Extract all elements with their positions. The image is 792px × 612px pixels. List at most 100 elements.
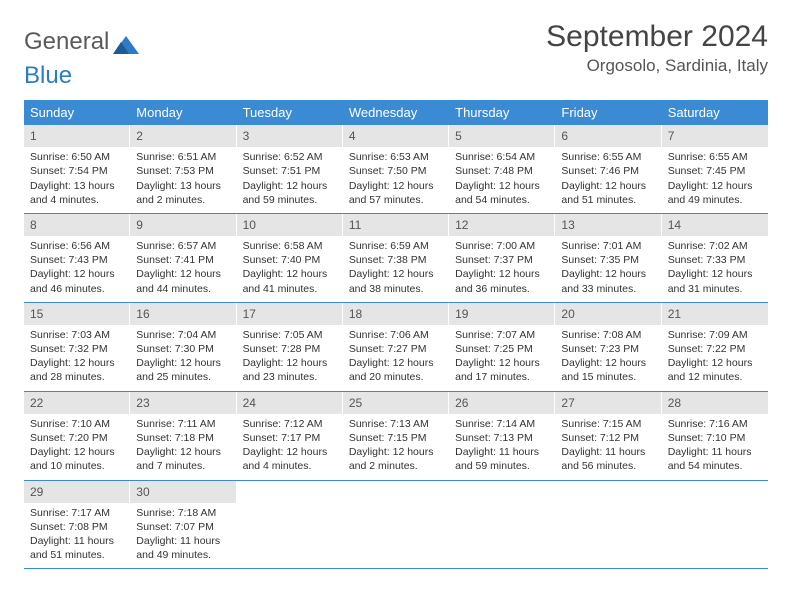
day-body: Sunrise: 7:15 AMSunset: 7:12 PMDaylight:… bbox=[555, 414, 661, 480]
sunset-text: Sunset: 7:54 PM bbox=[30, 164, 124, 178]
sunrise-text: Sunrise: 7:01 AM bbox=[561, 239, 655, 253]
logo-flag-icon bbox=[113, 33, 139, 51]
sunset-text: Sunset: 7:41 PM bbox=[136, 253, 230, 267]
day-cell: 22Sunrise: 7:10 AMSunset: 7:20 PMDayligh… bbox=[24, 392, 130, 480]
sunset-text: Sunset: 7:32 PM bbox=[30, 342, 124, 356]
week-row: 15 Sunrise: 7:03 AMSunset: 7:32 PM Dayligh… bbox=[24, 303, 768, 392]
day-body: Sunrise: 6:59 AMSunset: 7:38 PMDaylight:… bbox=[343, 236, 449, 302]
sunrise-text: Sunrise: 7:09 AM bbox=[668, 328, 762, 342]
day-cell: 14Sunrise: 7:02 AMSunset: 7:33 PMDayligh… bbox=[662, 214, 768, 302]
sunset-text: Sunset: 7:40 PM bbox=[243, 253, 337, 267]
day-cell: 13 Sunrise: 7:01 AMSunset: 7:35 PMDayligh… bbox=[555, 214, 661, 302]
day-body: Sunrise: 6:50 AMSunset: 7:54 PMDaylight:… bbox=[24, 147, 130, 213]
daylight-text: Daylight: 13 hours and 4 minutes. bbox=[30, 179, 124, 207]
day-body: Sunrise: 7:06 AMSunset: 7:27 PMDaylight:… bbox=[343, 325, 449, 391]
day-cell: 10Sunrise: 6:58 AMSunset: 7:40 PMDayligh… bbox=[237, 214, 343, 302]
day-header: Saturday bbox=[662, 100, 768, 125]
day-number: 13 bbox=[555, 214, 661, 236]
daylight-text: Daylight: 12 hours and 7 minutes. bbox=[136, 445, 230, 473]
day-cell: 25Sunrise: 7:13 AMSunset: 7:15 PMDayligh… bbox=[343, 392, 449, 480]
day-body: Sunrise: 7:02 AMSunset: 7:33 PMDaylight:… bbox=[662, 236, 768, 302]
day-number: 21 bbox=[662, 303, 768, 325]
day-body: Sunrise: 6:56 AMSunset: 7:43 PMDaylight:… bbox=[24, 236, 130, 302]
daylight-text: Daylight: 12 hours and 54 minutes. bbox=[455, 179, 549, 207]
day-body: Sunrise: 7:16 AMSunset: 7:10 PMDaylight:… bbox=[662, 414, 768, 480]
empty-day-cell bbox=[662, 481, 768, 569]
day-cell: 6Sunrise: 6:55 AMSunset: 7:46 PMDaylight… bbox=[555, 125, 661, 213]
sunset-text: Sunset: 7:23 PM bbox=[561, 342, 655, 356]
sunrise-text: Sunrise: 7:15 AM bbox=[561, 417, 655, 431]
day-header: Wednesday bbox=[343, 100, 449, 125]
daylight-text: Daylight: 12 hours and 15 minutes. bbox=[561, 356, 655, 384]
week-row: 1Sunrise: 6:50 AMSunset: 7:54 PMDaylight… bbox=[24, 125, 768, 214]
sunset-text: Sunset: 7:35 PM bbox=[561, 253, 655, 267]
logo: General bbox=[24, 28, 139, 56]
day-cell: 15Sunrise: 7:03 AMSunset: 7:32 PMDayligh… bbox=[24, 303, 130, 391]
sunset-text: Sunset: 7:15 PM bbox=[349, 431, 443, 445]
sunset-text: Sunset: 7:28 PM bbox=[243, 342, 337, 356]
day-cell: 11Sunrise: 6:59 AMSunset: 7:38 PMDayligh… bbox=[343, 214, 449, 302]
day-body: Sunrise: 6:58 AMSunset: 7:40 PMDaylight:… bbox=[237, 236, 343, 302]
day-cell: 26Sunrise: 7:14 AMSunset: 7:13 PMDayligh… bbox=[449, 392, 555, 480]
empty-day-cell bbox=[237, 481, 343, 569]
daylight-text: Daylight: 12 hours and 59 minutes. bbox=[243, 179, 337, 207]
sunrise-text: Sunrise: 6:57 AM bbox=[136, 239, 230, 253]
day-body: Sunrise: 7:14 AMSunset: 7:13 PMDaylight:… bbox=[449, 414, 555, 480]
daylight-text: Daylight: 12 hours and 2 minutes. bbox=[349, 445, 443, 473]
day-number: 15 bbox=[24, 303, 130, 325]
day-cell: 3Sunrise: 6:52 AMSunset: 7:51 PMDaylight… bbox=[237, 125, 343, 213]
day-number: 11 bbox=[343, 214, 449, 236]
day-body: Sunrise: 7:09 AMSunset: 7:22 PMDaylight:… bbox=[662, 325, 768, 391]
day-cell: 18Sunrise: 7:06 AMSunset: 7:27 PMDayligh… bbox=[343, 303, 449, 391]
day-header: Monday bbox=[130, 100, 236, 125]
day-body: Sunrise: 6:52 AMSunset: 7:51 PMDaylight:… bbox=[237, 147, 343, 213]
sunrise-text: Sunrise: 7:16 AM bbox=[668, 417, 762, 431]
sunset-text: Sunset: 7:22 PM bbox=[668, 342, 762, 356]
sunrise-text: Sunrise: 7:03 AM bbox=[30, 328, 124, 342]
sunset-text: Sunset: 7:53 PM bbox=[136, 164, 230, 178]
day-cell: 8Sunrise: 6:56 AMSunset: 7:43 PMDaylight… bbox=[24, 214, 130, 302]
day-number: 10 bbox=[237, 214, 343, 236]
day-cell: 29Sunrise: 7:17 AMSunset: 7:08 PMDayligh… bbox=[24, 481, 130, 569]
day-number: 17 bbox=[237, 303, 343, 325]
sunset-text: Sunset: 7:30 PM bbox=[136, 342, 230, 356]
day-body: Sunrise: 7:05 AMSunset: 7:28 PMDaylight:… bbox=[237, 325, 343, 391]
sunrise-text: Sunrise: 6:59 AM bbox=[349, 239, 443, 253]
day-number: 12 bbox=[449, 214, 555, 236]
day-number: 14 bbox=[662, 214, 768, 236]
daylight-text: Daylight: 12 hours and 33 minutes. bbox=[561, 267, 655, 295]
sunset-text: Sunset: 7:18 PM bbox=[136, 431, 230, 445]
day-cell: 4Sunrise: 6:53 AMSunset: 7:50 PMDaylight… bbox=[343, 125, 449, 213]
day-cell: 2Sunrise: 6:51 AMSunset: 7:53 PMDaylight… bbox=[130, 125, 236, 213]
day-cell: 7Sunrise: 6:55 AMSunset: 7:45 PMDaylight… bbox=[662, 125, 768, 213]
day-number: 30 bbox=[130, 481, 236, 503]
sunrise-text: Sunrise: 7:04 AM bbox=[136, 328, 230, 342]
day-body: Sunrise: 7:10 AMSunset: 7:20 PMDaylight:… bbox=[24, 414, 130, 480]
week-row: 8Sunrise: 6:56 AMSunset: 7:43 PMDaylight… bbox=[24, 214, 768, 303]
title-block: September 2024 Orgosolo, Sardinia, Italy bbox=[546, 20, 768, 82]
daylight-text: Daylight: 12 hours and 44 minutes. bbox=[136, 267, 230, 295]
day-number: 1 bbox=[24, 125, 130, 147]
page-title: September 2024 bbox=[546, 20, 768, 54]
daylight-text: Daylight: 12 hours and 4 minutes. bbox=[243, 445, 337, 473]
sunset-text: Sunset: 7:10 PM bbox=[668, 431, 762, 445]
day-body: Sunrise: 7:07 AMSunset: 7:25 PMDaylight:… bbox=[449, 325, 555, 391]
day-number: 27 bbox=[555, 392, 661, 414]
day-cell: 28Sunrise: 7:16 AMSunset: 7:10 PMDayligh… bbox=[662, 392, 768, 480]
sunrise-text: Sunrise: 6:51 AM bbox=[136, 150, 230, 164]
day-cell: 24Sunrise: 7:12 AMSunset: 7:17 PMDayligh… bbox=[237, 392, 343, 480]
sunset-text: Sunset: 7:46 PM bbox=[561, 164, 655, 178]
day-cell: 5Sunrise: 6:54 AMSunset: 7:48 PMDaylight… bbox=[449, 125, 555, 213]
day-body: Sunrise: 6:55 AMSunset: 7:46 PMDaylight:… bbox=[555, 147, 661, 213]
sunrise-text: Sunrise: 7:00 AM bbox=[455, 239, 549, 253]
sunset-text: Sunset: 7:20 PM bbox=[30, 431, 124, 445]
day-number: 9 bbox=[130, 214, 236, 236]
daylight-text: Daylight: 12 hours and 10 minutes. bbox=[30, 445, 124, 473]
day-body: Sunrise: 7:18 AMSunset: 7:07 PMDaylight:… bbox=[130, 503, 236, 569]
daylight-text: Daylight: 12 hours and 20 minutes. bbox=[349, 356, 443, 384]
day-cell: 27Sunrise: 7:15 AMSunset: 7:12 PMDayligh… bbox=[555, 392, 661, 480]
day-cell: 20Sunrise: 7:08 AMSunset: 7:23 PMDayligh… bbox=[555, 303, 661, 391]
daylight-text: Daylight: 12 hours and 17 minutes. bbox=[455, 356, 549, 384]
daylight-text: Daylight: 12 hours and 41 minutes. bbox=[243, 267, 337, 295]
sunrise-text: Sunrise: 7:12 AM bbox=[243, 417, 337, 431]
